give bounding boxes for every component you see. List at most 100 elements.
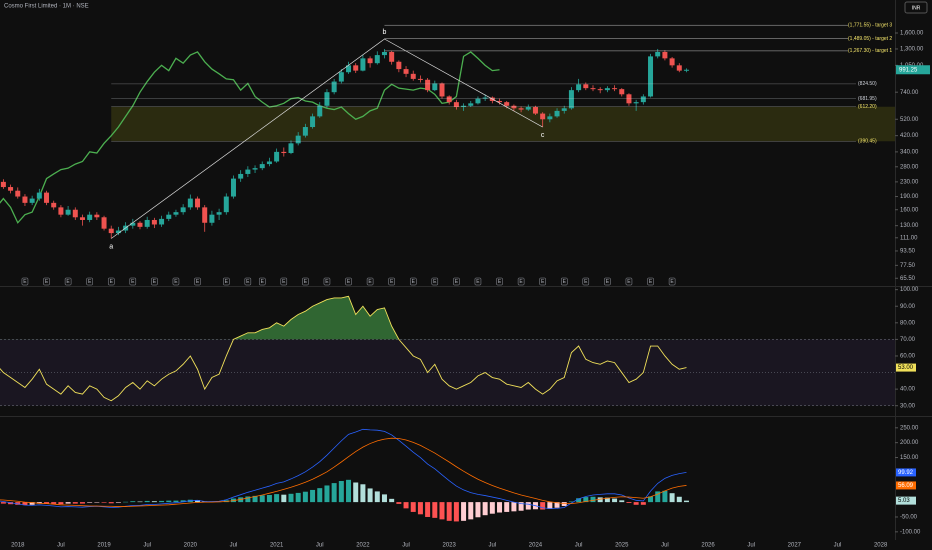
event-label: E (606, 279, 610, 285)
histogram-bar (439, 502, 445, 520)
histogram-bar (561, 502, 567, 506)
histogram-bar (511, 502, 517, 512)
candle-body (101, 217, 107, 229)
candle-body (79, 217, 85, 220)
x-tick-label: Jul (488, 543, 496, 549)
y-tick-label: 90.00 (900, 304, 916, 310)
candle-body (554, 110, 560, 117)
histogram-bar (302, 491, 308, 503)
y-tick-label: 30.00 (900, 403, 916, 409)
event-label: E (174, 279, 178, 285)
histogram-bar (72, 502, 78, 504)
histogram-bar (115, 502, 121, 503)
y-tick-label: 200.00 (900, 440, 919, 446)
event-box (64, 277, 72, 286)
histogram-bar (683, 500, 689, 503)
event-box (323, 277, 331, 286)
event-label: E (153, 279, 157, 285)
candle-body (58, 207, 64, 215)
histogram-bar (640, 502, 646, 505)
candle-body (475, 98, 481, 104)
candle-body (144, 219, 150, 227)
histogram-bar (425, 502, 431, 517)
candle-body (44, 192, 50, 203)
event-label: E (584, 279, 588, 285)
histogram-bar (324, 485, 330, 503)
histogram-bar (482, 502, 488, 516)
x-tick-label: 2019 (97, 543, 111, 549)
candle-body (597, 89, 603, 91)
event-box (474, 277, 482, 286)
candle-body (676, 65, 682, 71)
event-box (194, 277, 201, 286)
candle-body (87, 214, 93, 220)
y-tick-label: -100.00 (900, 529, 921, 535)
macd-line (0, 428, 687, 510)
currency-box (904, 1, 928, 14)
candle-body (461, 105, 467, 108)
y-tick-label: 190.00 (900, 194, 919, 200)
histogram-bar (245, 496, 251, 503)
candle-body (108, 228, 114, 234)
event-label: E (246, 279, 250, 285)
candle-body (137, 222, 143, 227)
candle-body (511, 105, 517, 109)
wave-label: b (383, 29, 387, 36)
y-tick-label: 420.00 (900, 133, 919, 139)
event-box (151, 277, 158, 286)
candle-body (51, 202, 57, 208)
candle-body (195, 198, 201, 208)
histogram-bar (367, 488, 373, 503)
wave-label: c (541, 132, 545, 139)
candle-body (223, 196, 229, 213)
histogram-bar (648, 496, 654, 503)
hist-tag (896, 496, 916, 505)
x-tick-label: Jul (402, 543, 410, 549)
macd-tag (896, 468, 916, 477)
y-tick-label: 111.00 (900, 235, 918, 241)
histogram-bar (597, 497, 603, 503)
candle-body (540, 113, 546, 120)
candle-body (346, 65, 352, 73)
event-label: E (412, 279, 416, 285)
histogram-bar (108, 502, 114, 504)
event-box (172, 277, 180, 286)
event-box (453, 277, 460, 286)
event-label: E (455, 279, 459, 285)
x-tick-label: 2027 (788, 543, 802, 549)
histogram-bar (274, 494, 280, 503)
y-tick-label: 93.50 (900, 249, 916, 255)
zone (111, 106, 895, 142)
rsi-tag-label: 53.00 (898, 365, 914, 371)
candle-body (238, 173, 244, 179)
candle-body (518, 108, 524, 110)
candle-body (547, 116, 553, 120)
histogram-bar (381, 494, 387, 503)
level-label: (681.95) (858, 96, 877, 102)
histogram-bar (612, 498, 618, 503)
histogram-bar (180, 500, 186, 503)
event-label: E (304, 279, 308, 285)
event-label: E (347, 279, 351, 285)
event-box (43, 277, 50, 286)
candle-body (72, 209, 78, 218)
candle-body (626, 94, 632, 104)
histogram-bar (159, 500, 165, 503)
histogram-bar (166, 500, 172, 503)
histogram-bar (8, 502, 14, 505)
histogram-bar (468, 502, 474, 520)
histogram-bar (22, 502, 28, 506)
histogram-bar (65, 502, 71, 504)
x-tick-label: Jul (316, 543, 324, 549)
candle-body (482, 97, 488, 99)
y-tick-label: 40.00 (900, 387, 916, 393)
y-tick-label: 70.00 (900, 337, 916, 343)
histogram-bar (576, 498, 582, 503)
event-label: E (88, 279, 92, 285)
event-box (107, 277, 115, 286)
candle-body (65, 209, 71, 215)
event-box (647, 277, 654, 286)
y-tick-label: 130.00 (900, 223, 919, 229)
histogram-bar (317, 488, 323, 503)
histogram-bar (489, 502, 495, 514)
